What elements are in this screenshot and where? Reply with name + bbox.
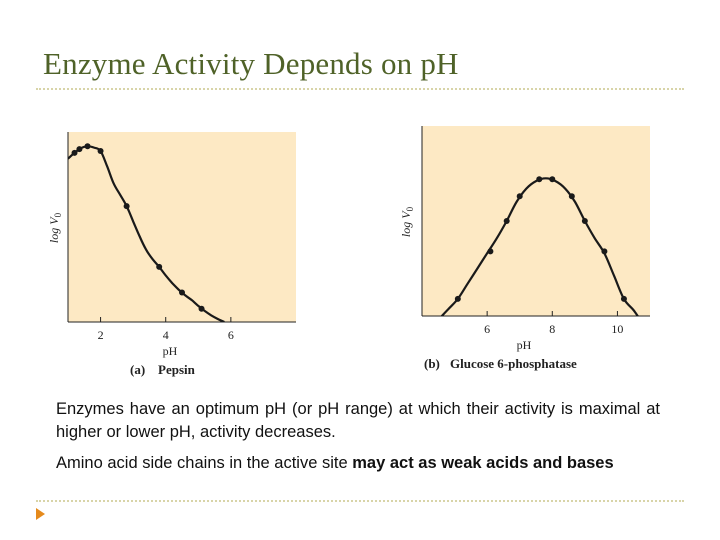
panel-caption-name: Glucose 6-phosphatase [450,356,577,371]
triangle-right-icon [36,508,45,520]
data-point [179,289,185,296]
paragraph-side-chains: Amino acid side chains in the active sit… [56,452,660,475]
data-point [198,305,205,312]
data-point [581,218,588,224]
y-axis-label: log V0 [47,212,63,243]
data-point [71,149,78,156]
slide-title: Enzyme Activity Depends on pH [43,46,459,81]
body-text: Enzymes have an optimum pH (or pH range)… [56,398,660,483]
panel-caption: (b) Glucose 6-phosphatase [424,356,577,371]
y-axis-label-subscript: 0 [53,212,63,217]
y-axis-label-subscript: 0 [405,206,415,211]
paragraph-optimum-ph: Enzymes have an optimum pH (or pH range)… [56,400,660,441]
x-tick-label: 2 [98,328,104,342]
data-point [503,218,510,224]
panel-caption-name: Pepsin [158,362,196,377]
x-axis-label: pH [163,344,178,358]
paragraph-side-chains-text: Amino acid side chains in the active sit… [56,454,353,472]
data-point [84,143,91,150]
paragraph-side-chains-bold: may act as weak acids and bases [352,454,614,472]
x-tick-label: 10 [611,322,623,336]
data-point [76,146,83,153]
data-point [516,193,523,200]
chart-glucose-6-phosphatase: 6 8 10 pH log V0 (b) Glucose 6-phosphatase [399,126,650,371]
data-point [123,203,130,210]
data-point [536,176,543,183]
data-point [97,148,104,154]
data-point [549,176,556,183]
x-tick-label: 6 [484,322,490,336]
chart-pepsin: 2 4 6 pH log V0 (a) Pepsin [47,132,296,377]
y-axis-label-main: log V [399,210,413,237]
x-tick-label: 4 [163,328,169,342]
title-divider [36,88,684,90]
panel-caption-letter: (b) [424,356,440,371]
x-axis-label: pH [517,338,532,352]
data-point [601,248,608,255]
panel-caption-letter: (a) [130,362,145,377]
data-point [568,193,575,200]
data-point [487,248,494,255]
x-tick-label: 6 [228,328,234,342]
plot-background [422,126,650,316]
data-point [454,295,461,302]
data-point [156,263,163,270]
y-axis-label: log V0 [399,206,415,237]
panel-caption: (a) Pepsin [130,362,196,377]
activity-curve [68,145,225,322]
y-axis-label-main: log V [47,216,61,243]
data-point [620,295,627,302]
footer-divider [36,500,684,502]
x-tick-label: 8 [549,322,555,336]
